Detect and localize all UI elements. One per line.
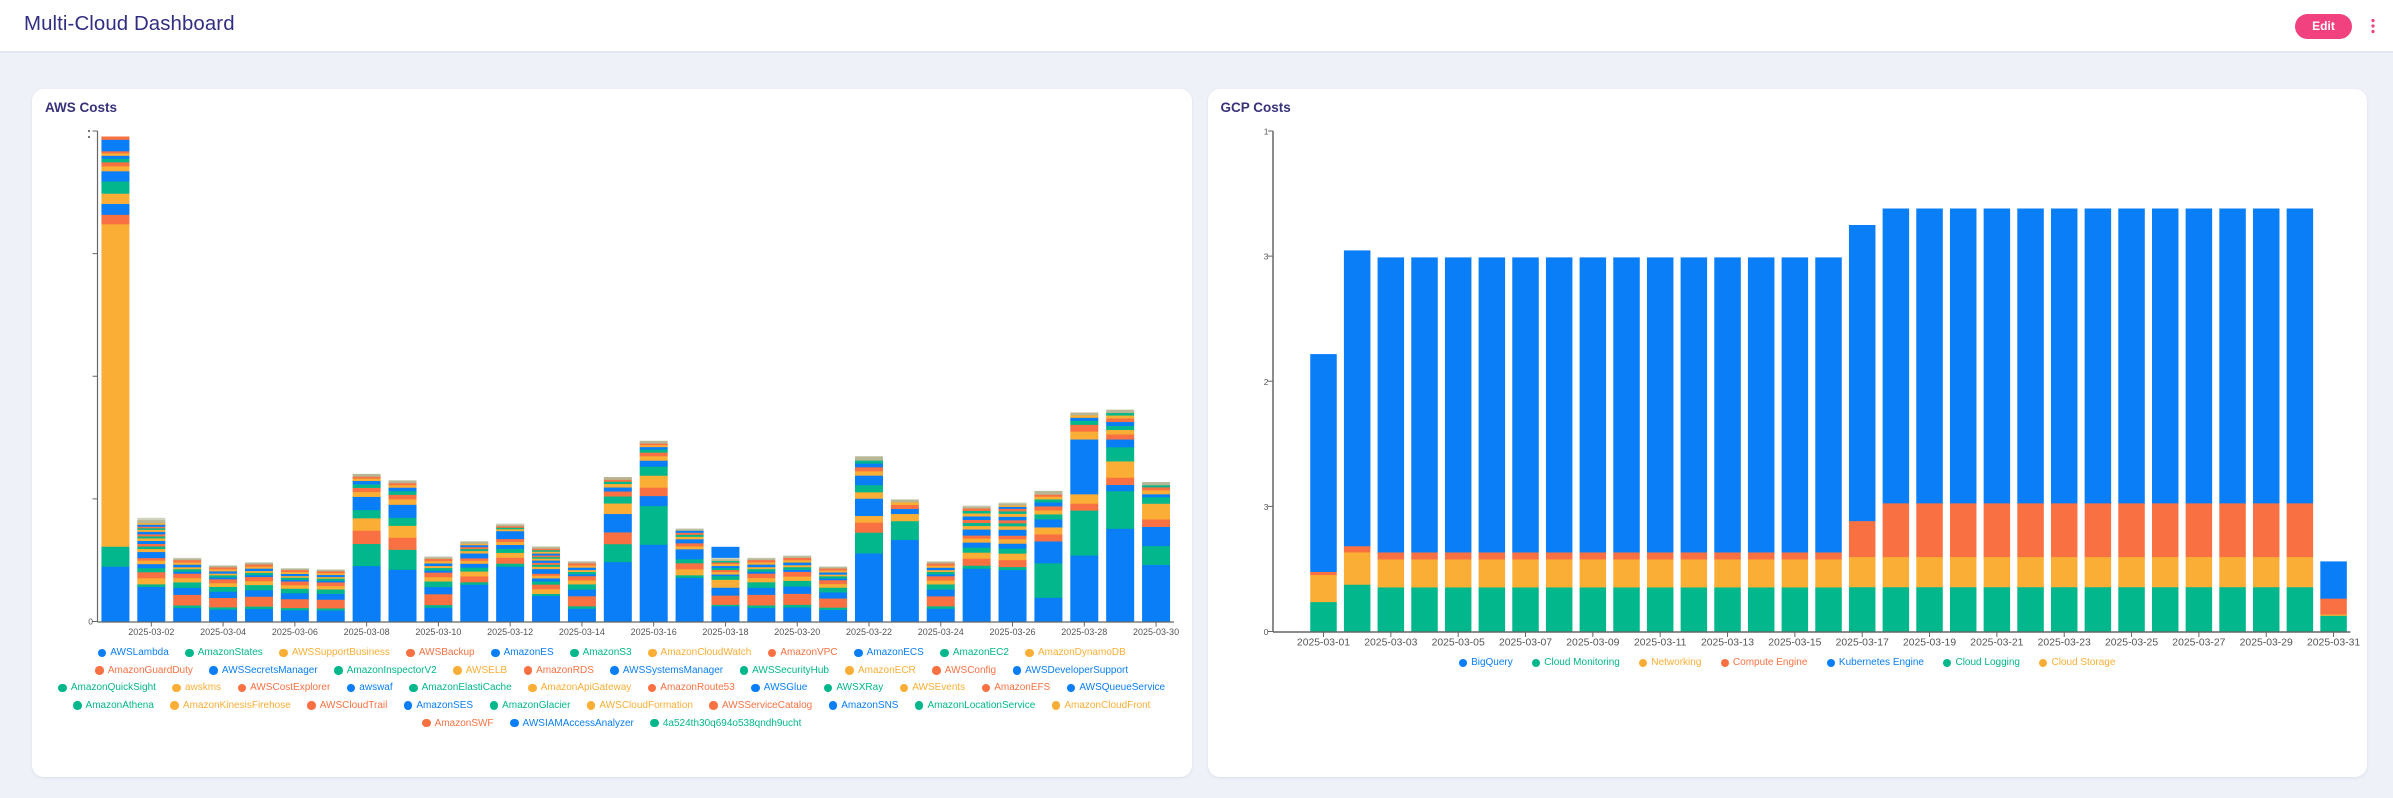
svg-text:2025-03-07: 2025-03-07 (1498, 638, 1551, 649)
svg-text:2025-03-23: 2025-03-23 (2037, 638, 2090, 649)
svg-text:0: 0 (88, 617, 93, 627)
svg-text:2025-03-22: 2025-03-22 (846, 627, 892, 637)
svg-text:2025-03-16: 2025-03-16 (631, 627, 677, 637)
svg-text:2025-03-09: 2025-03-09 (1566, 638, 1619, 649)
svg-text:2025-03-27: 2025-03-27 (2172, 638, 2225, 649)
svg-text:2025-03-28: 2025-03-28 (1061, 627, 1107, 637)
svg-text:3: 3 (1263, 502, 1268, 512)
svg-text:2025-03-10: 2025-03-10 (415, 627, 461, 637)
svg-text:2025-03-06: 2025-03-06 (272, 627, 318, 637)
svg-text:0: 0 (1263, 627, 1268, 637)
svg-text:2025-03-01: 2025-03-01 (1296, 638, 1349, 649)
svg-text:2025-03-11: 2025-03-11 (1633, 638, 1686, 649)
svg-text:2: 2 (1263, 377, 1268, 387)
svg-text:2025-03-26: 2025-03-26 (989, 627, 1035, 637)
svg-text:2025-03-31: 2025-03-31 (2306, 638, 2359, 649)
svg-text:2025-03-13: 2025-03-13 (1700, 638, 1753, 649)
svg-text:2025-03-08: 2025-03-08 (344, 627, 390, 637)
svg-text:2025-03-29: 2025-03-29 (2239, 638, 2292, 649)
svg-text:2025-03-17: 2025-03-17 (1835, 638, 1888, 649)
svg-text:2025-03-03: 2025-03-03 (1364, 638, 1417, 649)
svg-text:2025-03-24: 2025-03-24 (918, 627, 964, 637)
svg-text:2025-03-20: 2025-03-20 (774, 627, 820, 637)
svg-text:2025-03-14: 2025-03-14 (559, 627, 605, 637)
svg-text:1: 1 (1263, 127, 1268, 137)
svg-text:2025-03-18: 2025-03-18 (702, 627, 748, 637)
svg-text:2025-03-12: 2025-03-12 (487, 627, 533, 637)
svg-text:2025-03-19: 2025-03-19 (1902, 638, 1955, 649)
svg-text:3: 3 (1263, 252, 1268, 262)
svg-text:2025-03-05: 2025-03-05 (1431, 638, 1484, 649)
svg-text:2025-03-15: 2025-03-15 (1768, 638, 1821, 649)
svg-text:2025-03-21: 2025-03-21 (1970, 638, 2023, 649)
svg-text:2025-03-25: 2025-03-25 (2104, 638, 2157, 649)
svg-text:2025-03-30: 2025-03-30 (1133, 627, 1179, 637)
svg-text:2025-03-04: 2025-03-04 (200, 627, 246, 637)
svg-text:2025-03-02: 2025-03-02 (128, 627, 174, 637)
